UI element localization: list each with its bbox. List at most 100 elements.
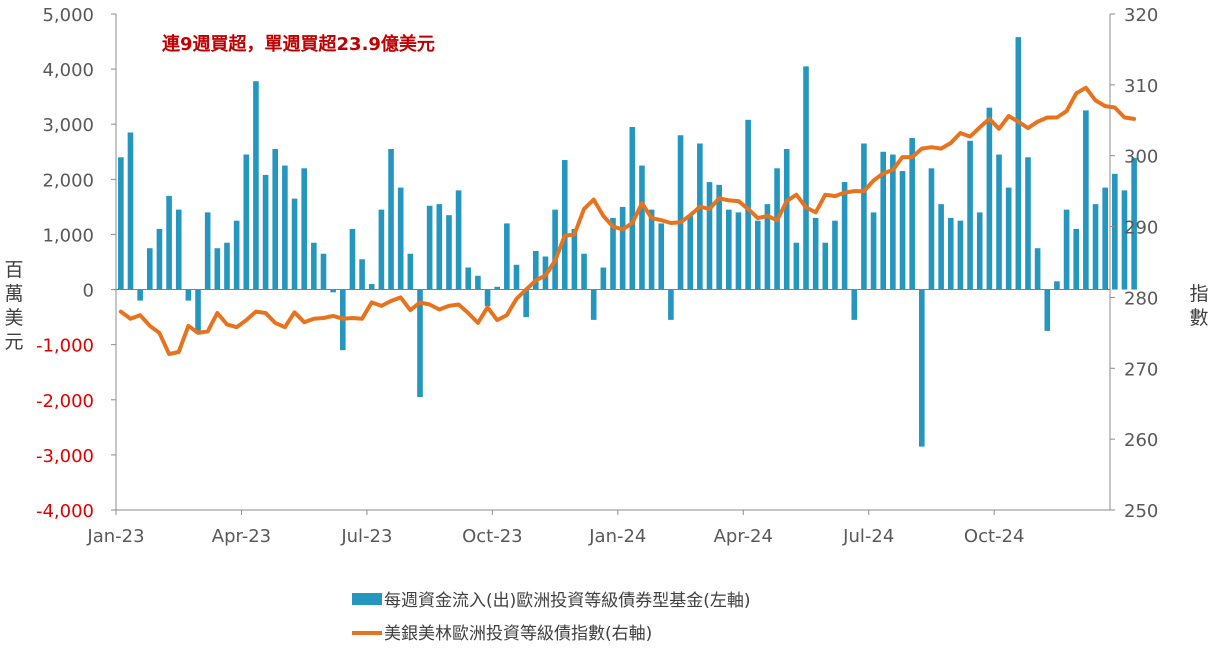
- legend-bar-label: 每週資金流入(出)歐洲投資等級債券型基金(左軸): [384, 591, 751, 611]
- right-title-char: 數: [1189, 307, 1208, 329]
- bar-week-85: [938, 204, 944, 290]
- bar-week-87: [957, 220, 964, 290]
- x-tick-label: Jan-24: [588, 526, 646, 547]
- legend-bar-swatch: [352, 593, 382, 605]
- left-tick-label: -2,000: [36, 391, 94, 412]
- right-title-char: 指: [1189, 283, 1208, 305]
- bar-week-33: [436, 204, 443, 290]
- left-tick-label: 4,000: [42, 60, 94, 81]
- right-axis-title: 指數: [1189, 283, 1208, 329]
- bar-week-32: [426, 205, 433, 290]
- right-tick-label: 270: [1124, 359, 1158, 380]
- bar-week-35: [455, 190, 462, 290]
- bar-week-59: [687, 215, 694, 290]
- bar-week-73: [822, 242, 829, 290]
- left-title-char: 百: [4, 259, 23, 281]
- bar-week-54: [639, 165, 645, 290]
- bar-week-77: [861, 143, 867, 290]
- left-tick-label: 1,000: [42, 225, 94, 246]
- bar-week-81: [899, 171, 906, 290]
- left-tick-label: -4,000: [36, 501, 94, 522]
- bar-week-93: [1015, 37, 1022, 290]
- right-tick-label: 310: [1124, 76, 1158, 97]
- bar-week-75: [841, 182, 848, 290]
- bar-week-101: [1092, 204, 1099, 290]
- bar-week-4: [156, 228, 163, 290]
- bar-week-41: [513, 264, 520, 290]
- bar-week-76: [851, 289, 858, 320]
- bar-week-63: [726, 209, 732, 290]
- x-tick-label: Oct-23: [462, 526, 523, 547]
- bar-week-48: [581, 253, 587, 290]
- bar-week-61: [706, 182, 713, 290]
- bar-week-98: [1063, 209, 1070, 290]
- right-tick-label: 250: [1124, 501, 1158, 522]
- bar-week-49: [590, 289, 597, 320]
- bar-week-99: [1073, 228, 1080, 290]
- bar-week-95: [1034, 248, 1041, 290]
- line-series-index: [118, 85, 1137, 357]
- bar-week-55: [648, 209, 655, 290]
- bar-week-43: [533, 250, 539, 290]
- bar-week-69: [783, 149, 790, 290]
- bar-week-20: [311, 242, 317, 290]
- left-tick-label: 3,000: [42, 115, 94, 136]
- bar-week-97: [1054, 281, 1060, 290]
- bar-week-3: [146, 248, 153, 290]
- bar-week-65: [745, 119, 751, 290]
- bar-week-78: [870, 212, 877, 290]
- right-tick-label: 280: [1124, 288, 1158, 309]
- bar-week-31: [417, 289, 423, 398]
- bar-week-60: [697, 143, 703, 290]
- right-tick-label: 290: [1124, 218, 1158, 239]
- bar-week-6: [175, 209, 182, 290]
- bar-week-13: [243, 154, 250, 290]
- bar-week-29: [397, 187, 404, 290]
- right-tick-label: 300: [1124, 147, 1158, 168]
- bar-week-25: [359, 259, 365, 290]
- bar-week-82: [909, 138, 915, 290]
- left-axis-ticks: 5,000 4,000 3,000 2,000 1,000 0 -1,000 -2,000 -3…: [36, 5, 116, 522]
- legend-line-label: 美銀美林歐洲投資等級債指數(右軸): [384, 624, 652, 644]
- bar-week-66: [754, 220, 761, 290]
- bar-week-94: [1025, 157, 1031, 290]
- bar-week-28: [388, 149, 394, 290]
- bar-week-22: [330, 289, 336, 293]
- bar-week-8: [195, 289, 201, 334]
- bar-week-89: [976, 212, 983, 290]
- bar-week-90: [986, 107, 993, 290]
- right-tick-label: 260: [1124, 430, 1158, 451]
- bar-week-5: [166, 195, 172, 290]
- bar-week-15: [262, 174, 269, 290]
- left-title-char: 美: [4, 307, 23, 329]
- bar-week-42: [523, 289, 529, 318]
- bar-week-84: [928, 168, 935, 290]
- bar-week-68: [774, 168, 780, 290]
- bar-week-0: [118, 157, 124, 290]
- bar-series-group: [118, 37, 1137, 447]
- bar-week-53: [629, 126, 636, 290]
- bar-week-88: [967, 140, 973, 290]
- bar-week-64: [735, 212, 742, 290]
- bar-week-74: [832, 220, 838, 290]
- legend: 每週資金流入(出)歐洲投資等級債券型基金(左軸) 美銀美林歐洲投資等級債指數(右…: [352, 591, 751, 644]
- bar-week-34: [446, 215, 452, 290]
- bar-week-62: [716, 184, 722, 290]
- bar-week-46: [561, 160, 568, 290]
- bar-week-86: [947, 217, 954, 290]
- bar-week-83: [919, 289, 925, 447]
- bar-week-16: [272, 149, 279, 290]
- bar-week-92: [1005, 187, 1012, 290]
- bar-week-39: [494, 286, 500, 290]
- bar-week-7: [185, 289, 192, 301]
- x-tick-label: Apr-23: [212, 526, 271, 547]
- left-tick-label: 2,000: [42, 170, 94, 191]
- bar-week-71: [803, 66, 809, 290]
- right-tick-label: 320: [1124, 5, 1158, 26]
- bar-week-1: [127, 132, 134, 290]
- bar-week-10: [214, 248, 221, 290]
- left-title-char: 萬: [4, 283, 23, 305]
- bar-week-58: [677, 135, 684, 290]
